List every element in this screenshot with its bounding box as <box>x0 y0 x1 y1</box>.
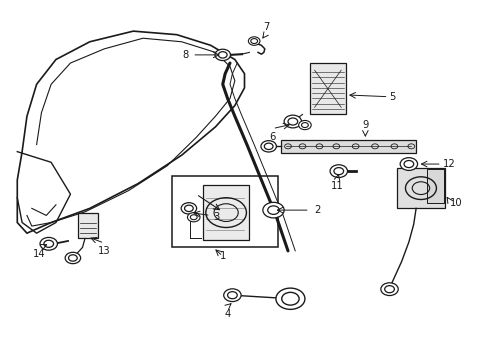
Circle shape <box>403 161 413 168</box>
Text: 11: 11 <box>330 181 343 191</box>
Circle shape <box>68 255 77 261</box>
Circle shape <box>248 37 260 45</box>
Circle shape <box>380 283 397 296</box>
Circle shape <box>281 292 299 305</box>
Text: 6: 6 <box>269 132 275 142</box>
Text: 1: 1 <box>219 251 225 261</box>
Bar <box>427 169 443 203</box>
Text: 12: 12 <box>442 159 454 169</box>
Circle shape <box>298 121 310 130</box>
Circle shape <box>384 285 393 293</box>
Circle shape <box>190 215 197 220</box>
Circle shape <box>329 165 347 177</box>
Text: 10: 10 <box>449 198 462 208</box>
Circle shape <box>399 158 417 170</box>
Circle shape <box>65 252 81 264</box>
Text: 4: 4 <box>224 309 230 319</box>
Text: 5: 5 <box>389 92 395 102</box>
Circle shape <box>301 123 308 127</box>
Text: 7: 7 <box>263 22 269 32</box>
Circle shape <box>227 292 237 299</box>
Circle shape <box>40 238 57 250</box>
Text: 3: 3 <box>213 212 219 222</box>
Circle shape <box>215 49 230 60</box>
Bar <box>203 185 249 240</box>
Circle shape <box>333 168 343 175</box>
Circle shape <box>275 288 305 309</box>
Text: 2: 2 <box>314 205 320 215</box>
Circle shape <box>187 213 200 222</box>
Circle shape <box>44 240 53 247</box>
Circle shape <box>184 205 193 212</box>
Text: 8: 8 <box>183 50 188 60</box>
Text: 13: 13 <box>98 246 110 256</box>
Circle shape <box>264 143 272 149</box>
Circle shape <box>263 202 284 218</box>
Bar <box>78 213 98 238</box>
Circle shape <box>181 203 196 214</box>
Bar <box>396 168 444 208</box>
Circle shape <box>287 118 297 125</box>
Polygon shape <box>17 31 244 233</box>
Bar <box>172 176 278 247</box>
Text: 9: 9 <box>362 120 368 130</box>
Circle shape <box>223 289 241 302</box>
Circle shape <box>250 39 257 44</box>
Circle shape <box>218 52 226 58</box>
Circle shape <box>284 115 301 128</box>
Bar <box>309 63 346 114</box>
Bar <box>280 140 415 153</box>
Text: 14: 14 <box>33 249 45 259</box>
Circle shape <box>267 206 279 215</box>
Circle shape <box>261 141 276 152</box>
